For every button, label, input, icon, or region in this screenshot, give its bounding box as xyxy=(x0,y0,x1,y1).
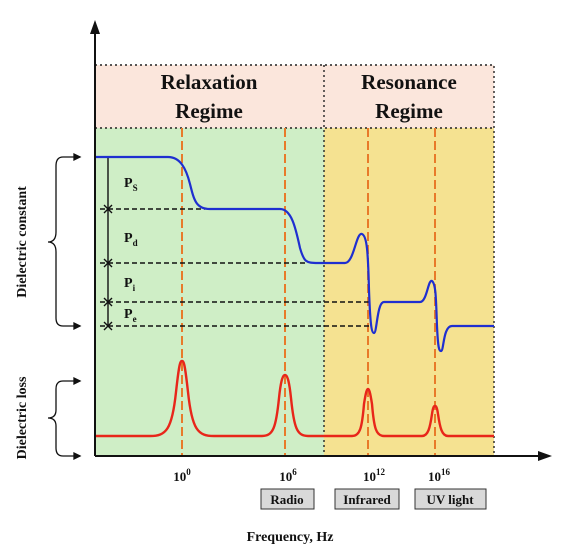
resonance-title-line2: Regime xyxy=(375,99,443,123)
band-infrared-label: Infrared xyxy=(343,492,391,507)
band-infrared: Infrared xyxy=(334,488,400,510)
band-uv-light: UV light xyxy=(414,488,487,510)
label-p-s: PS xyxy=(124,176,138,193)
resonance-title-line1: Resonance xyxy=(361,70,457,94)
band-uv-light-label: UV light xyxy=(426,492,474,507)
dielectric-constant-brace xyxy=(47,152,82,331)
tick-label-3: 1012 xyxy=(363,467,386,484)
tick-label-1: 100 xyxy=(173,467,191,484)
band-radio: Radio xyxy=(260,488,315,510)
resonance-region xyxy=(324,128,494,456)
label-p-i: Pi xyxy=(124,276,136,293)
x-axis-label: Frequency, Hz xyxy=(247,530,334,545)
y-label-dielectric-loss: Dielectric loss xyxy=(15,376,30,459)
label-p-e: Pe xyxy=(124,307,137,324)
band-radio-label: Radio xyxy=(270,492,303,507)
tick-label-2: 106 xyxy=(279,467,297,484)
relaxation-title-line2: Regime xyxy=(175,99,243,123)
resonance-header-box xyxy=(324,65,494,128)
polarization-scale xyxy=(103,157,113,331)
dielectric-loss-brace xyxy=(47,376,82,461)
y-label-dielectric-constant: Dielectric constant xyxy=(15,186,30,298)
axes xyxy=(90,20,552,461)
level-lines xyxy=(100,208,370,327)
dielectric-constant-curve xyxy=(95,155,494,353)
relaxation-title-line1: Relaxation xyxy=(161,70,258,94)
label-p-d: Pd xyxy=(124,231,138,248)
relaxation-header-box xyxy=(95,65,324,128)
dielectric-loss-curve xyxy=(95,359,494,438)
tick-label-4: 1016 xyxy=(428,467,451,484)
region-borders xyxy=(94,64,495,457)
